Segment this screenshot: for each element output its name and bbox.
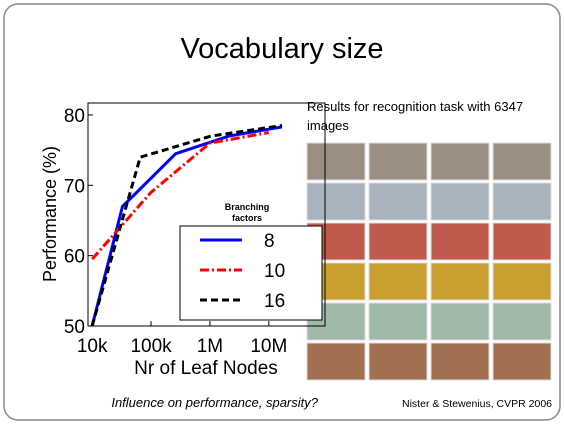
thumbnail	[369, 183, 427, 220]
thumbnail	[493, 263, 551, 300]
thumbnail	[307, 183, 365, 220]
thumbnail	[493, 183, 551, 220]
thumbnail	[369, 343, 427, 380]
thumbnail	[431, 223, 489, 260]
x-tick-label: 10M	[250, 336, 287, 357]
thumbnail	[369, 223, 427, 260]
caption: Results for recognition task with 6347 i…	[307, 97, 557, 135]
slide: Vocabulary size Influence on performance…	[0, 0, 564, 424]
thumbnail	[307, 143, 365, 180]
citation: Nister & Stewenius, CVPR 2006	[402, 398, 552, 410]
footer: Influence on performance, sparsity?	[111, 395, 318, 410]
x-tick-label: 100k	[130, 336, 172, 357]
thumbnail	[431, 183, 489, 220]
y-tick-label: 70	[64, 176, 85, 197]
thumbnail	[493, 343, 551, 380]
thumbnail	[369, 263, 427, 300]
thumbnail	[369, 303, 427, 340]
chart: Vocabulary size Influence on performance…	[0, 0, 564, 424]
thumbnail	[431, 303, 489, 340]
thumbnail	[493, 223, 551, 260]
x-tick-label: 1M	[197, 336, 223, 357]
legend-label: 8	[264, 231, 275, 252]
y-tick-label: 50	[64, 317, 85, 338]
thumbnail	[369, 143, 427, 180]
thumbnail	[493, 143, 551, 180]
slide-title: Vocabulary size	[180, 33, 383, 65]
thumbnail	[431, 343, 489, 380]
y-tick-label: 60	[64, 247, 85, 268]
legend-title: Branching factors	[216, 202, 278, 224]
thumbnail	[431, 143, 489, 180]
y-tick-label: 80	[64, 106, 85, 127]
legend-label: 16	[264, 291, 285, 312]
y-axis-label: Performance (%)	[40, 146, 60, 282]
thumbnail	[493, 303, 551, 340]
legend-label: 10	[264, 261, 285, 282]
thumbnail	[307, 343, 365, 380]
x-tick-label: 10k	[77, 336, 108, 357]
x-axis-label: Nr of Leaf Nodes	[134, 358, 278, 379]
thumbnail	[431, 263, 489, 300]
